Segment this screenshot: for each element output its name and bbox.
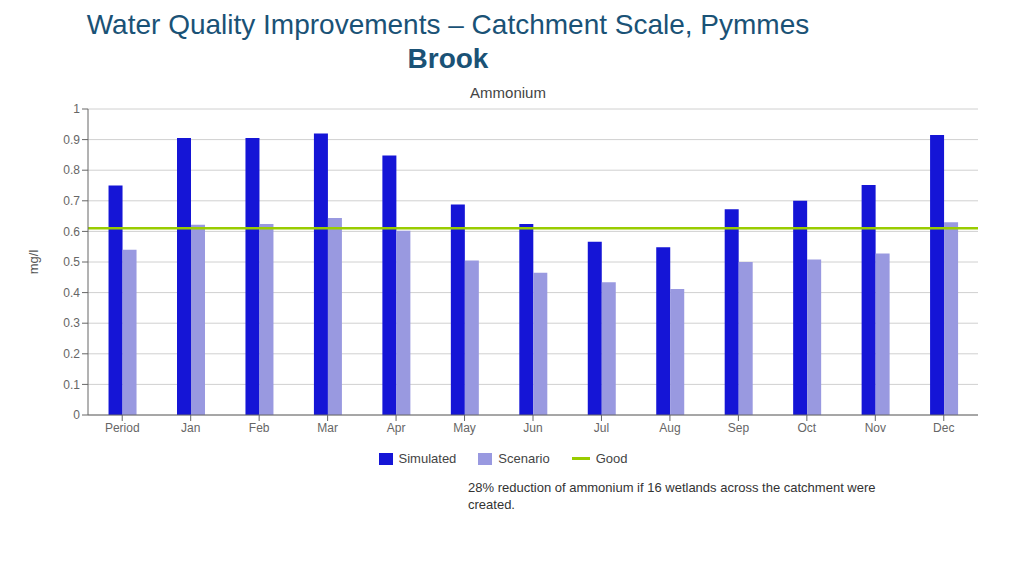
svg-text:Oct: Oct xyxy=(798,421,817,435)
svg-text:0.2: 0.2 xyxy=(63,347,80,361)
svg-text:mg/l: mg/l xyxy=(26,250,41,275)
svg-text:Apr: Apr xyxy=(387,421,406,435)
html-text:Good: Good xyxy=(595,451,628,466)
svg-text:Feb: Feb xyxy=(249,421,270,435)
html-text:Ammonium: Ammonium xyxy=(470,84,546,101)
svg-text:1: 1 xyxy=(73,102,80,116)
svg-text:Jun: Jun xyxy=(523,421,542,435)
svg-text:0.6: 0.6 xyxy=(63,225,80,239)
svg-text:Jan: Jan xyxy=(181,421,200,435)
html-text:Simulated: Simulated xyxy=(398,451,457,466)
html-text:28% reduction of ammonium if 1: 28% reduction of ammonium if 16 wetlands… xyxy=(468,480,876,512)
svg-text:0.5: 0.5 xyxy=(63,255,80,269)
svg-text:0.3: 0.3 xyxy=(63,316,80,330)
svg-text:Mar: Mar xyxy=(317,421,338,435)
svg-text:Nov: Nov xyxy=(865,421,886,435)
html-text:Brook: Brook xyxy=(407,43,489,74)
svg-text:Sep: Sep xyxy=(728,421,750,435)
svg-text:0.9: 0.9 xyxy=(63,133,80,147)
svg-text:May: May xyxy=(453,421,476,435)
svg-text:0.4: 0.4 xyxy=(63,286,80,300)
svg-text:Period: Period xyxy=(105,421,140,435)
html-text:Water Quality Improvements – C: Water Quality Improvements – Catchment S… xyxy=(86,9,810,40)
svg-text:0.7: 0.7 xyxy=(63,194,80,208)
svg-text:Aug: Aug xyxy=(659,421,680,435)
svg-text:0.1: 0.1 xyxy=(63,378,80,392)
svg-text:0.8: 0.8 xyxy=(63,163,80,177)
html-text:Scenario: Scenario xyxy=(498,451,550,466)
svg-text:Jul: Jul xyxy=(594,421,609,435)
svg-text:Dec: Dec xyxy=(933,421,954,435)
svg-text:0: 0 xyxy=(73,408,80,422)
